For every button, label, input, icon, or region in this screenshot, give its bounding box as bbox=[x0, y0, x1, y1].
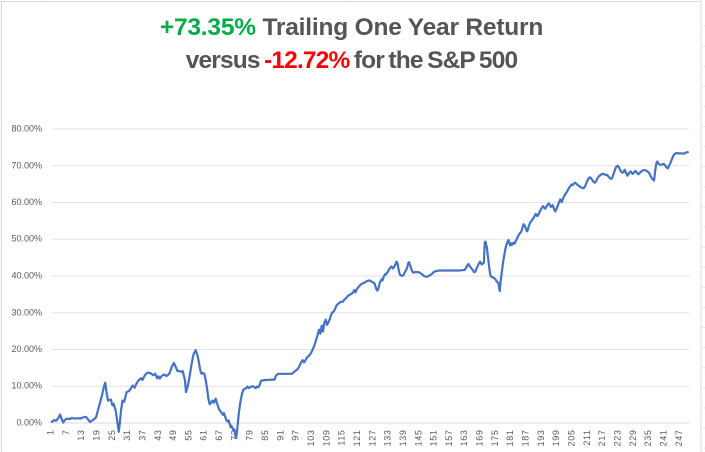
svg-text:40.00%: 40.00% bbox=[11, 271, 42, 281]
svg-text:145: 145 bbox=[413, 430, 423, 447]
svg-text:109: 109 bbox=[321, 430, 331, 447]
svg-text:193: 193 bbox=[536, 430, 546, 447]
svg-text:121: 121 bbox=[352, 430, 362, 447]
svg-text:223: 223 bbox=[613, 430, 623, 447]
svg-text:127: 127 bbox=[367, 430, 377, 447]
svg-text:205: 205 bbox=[567, 430, 577, 447]
svg-text:10.00%: 10.00% bbox=[11, 381, 42, 391]
svg-text:85: 85 bbox=[260, 430, 270, 441]
svg-text:7: 7 bbox=[61, 430, 71, 436]
svg-text:181: 181 bbox=[505, 430, 515, 447]
svg-text:91: 91 bbox=[275, 430, 285, 441]
svg-text:157: 157 bbox=[444, 430, 454, 447]
svg-text:61: 61 bbox=[199, 430, 209, 441]
svg-text:97: 97 bbox=[291, 430, 301, 441]
svg-text:50.00%: 50.00% bbox=[11, 234, 42, 244]
svg-text:37: 37 bbox=[137, 430, 147, 441]
svg-text:235: 235 bbox=[643, 430, 653, 447]
svg-text:163: 163 bbox=[459, 430, 469, 447]
svg-text:175: 175 bbox=[490, 430, 500, 447]
svg-text:115: 115 bbox=[337, 430, 347, 446]
svg-text:103: 103 bbox=[306, 430, 316, 447]
svg-text:241: 241 bbox=[659, 430, 669, 447]
svg-text:13: 13 bbox=[76, 430, 86, 441]
svg-text:25: 25 bbox=[107, 430, 117, 441]
svg-text:43: 43 bbox=[153, 430, 163, 441]
svg-text:80.00%: 80.00% bbox=[11, 124, 42, 134]
svg-text:19: 19 bbox=[92, 430, 102, 441]
svg-text:70.00%: 70.00% bbox=[11, 160, 42, 170]
svg-text:139: 139 bbox=[398, 430, 408, 447]
svg-text:133: 133 bbox=[383, 430, 393, 447]
svg-text:79: 79 bbox=[245, 430, 255, 441]
svg-text:151: 151 bbox=[429, 430, 439, 447]
svg-text:67: 67 bbox=[214, 430, 224, 441]
svg-text:169: 169 bbox=[475, 430, 485, 447]
svg-text:211: 211 bbox=[582, 430, 592, 446]
svg-text:1: 1 bbox=[46, 430, 56, 436]
svg-text:217: 217 bbox=[597, 430, 607, 447]
svg-text:49: 49 bbox=[168, 430, 178, 441]
svg-text:187: 187 bbox=[521, 430, 531, 447]
svg-text:199: 199 bbox=[551, 430, 561, 447]
svg-text:55: 55 bbox=[183, 430, 193, 441]
svg-text:229: 229 bbox=[628, 430, 638, 447]
svg-text:0.00%: 0.00% bbox=[16, 418, 42, 428]
svg-text:20.00%: 20.00% bbox=[11, 344, 42, 354]
svg-text:31: 31 bbox=[122, 430, 132, 441]
svg-text:60.00%: 60.00% bbox=[11, 197, 42, 207]
svg-text:247: 247 bbox=[674, 430, 684, 447]
svg-text:30.00%: 30.00% bbox=[11, 307, 42, 317]
